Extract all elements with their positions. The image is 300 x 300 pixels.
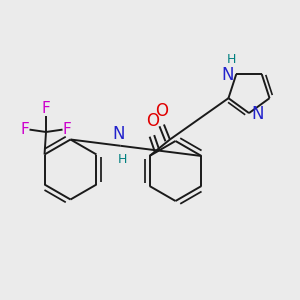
Text: O: O [155,102,168,120]
Text: N: N [112,125,125,143]
Text: F: F [42,101,50,116]
Text: H: H [117,153,127,166]
Text: N: N [251,105,264,123]
Text: F: F [62,122,71,137]
Text: O: O [146,112,160,130]
Text: N: N [221,66,234,84]
Text: H: H [227,52,236,66]
Text: F: F [21,122,29,137]
